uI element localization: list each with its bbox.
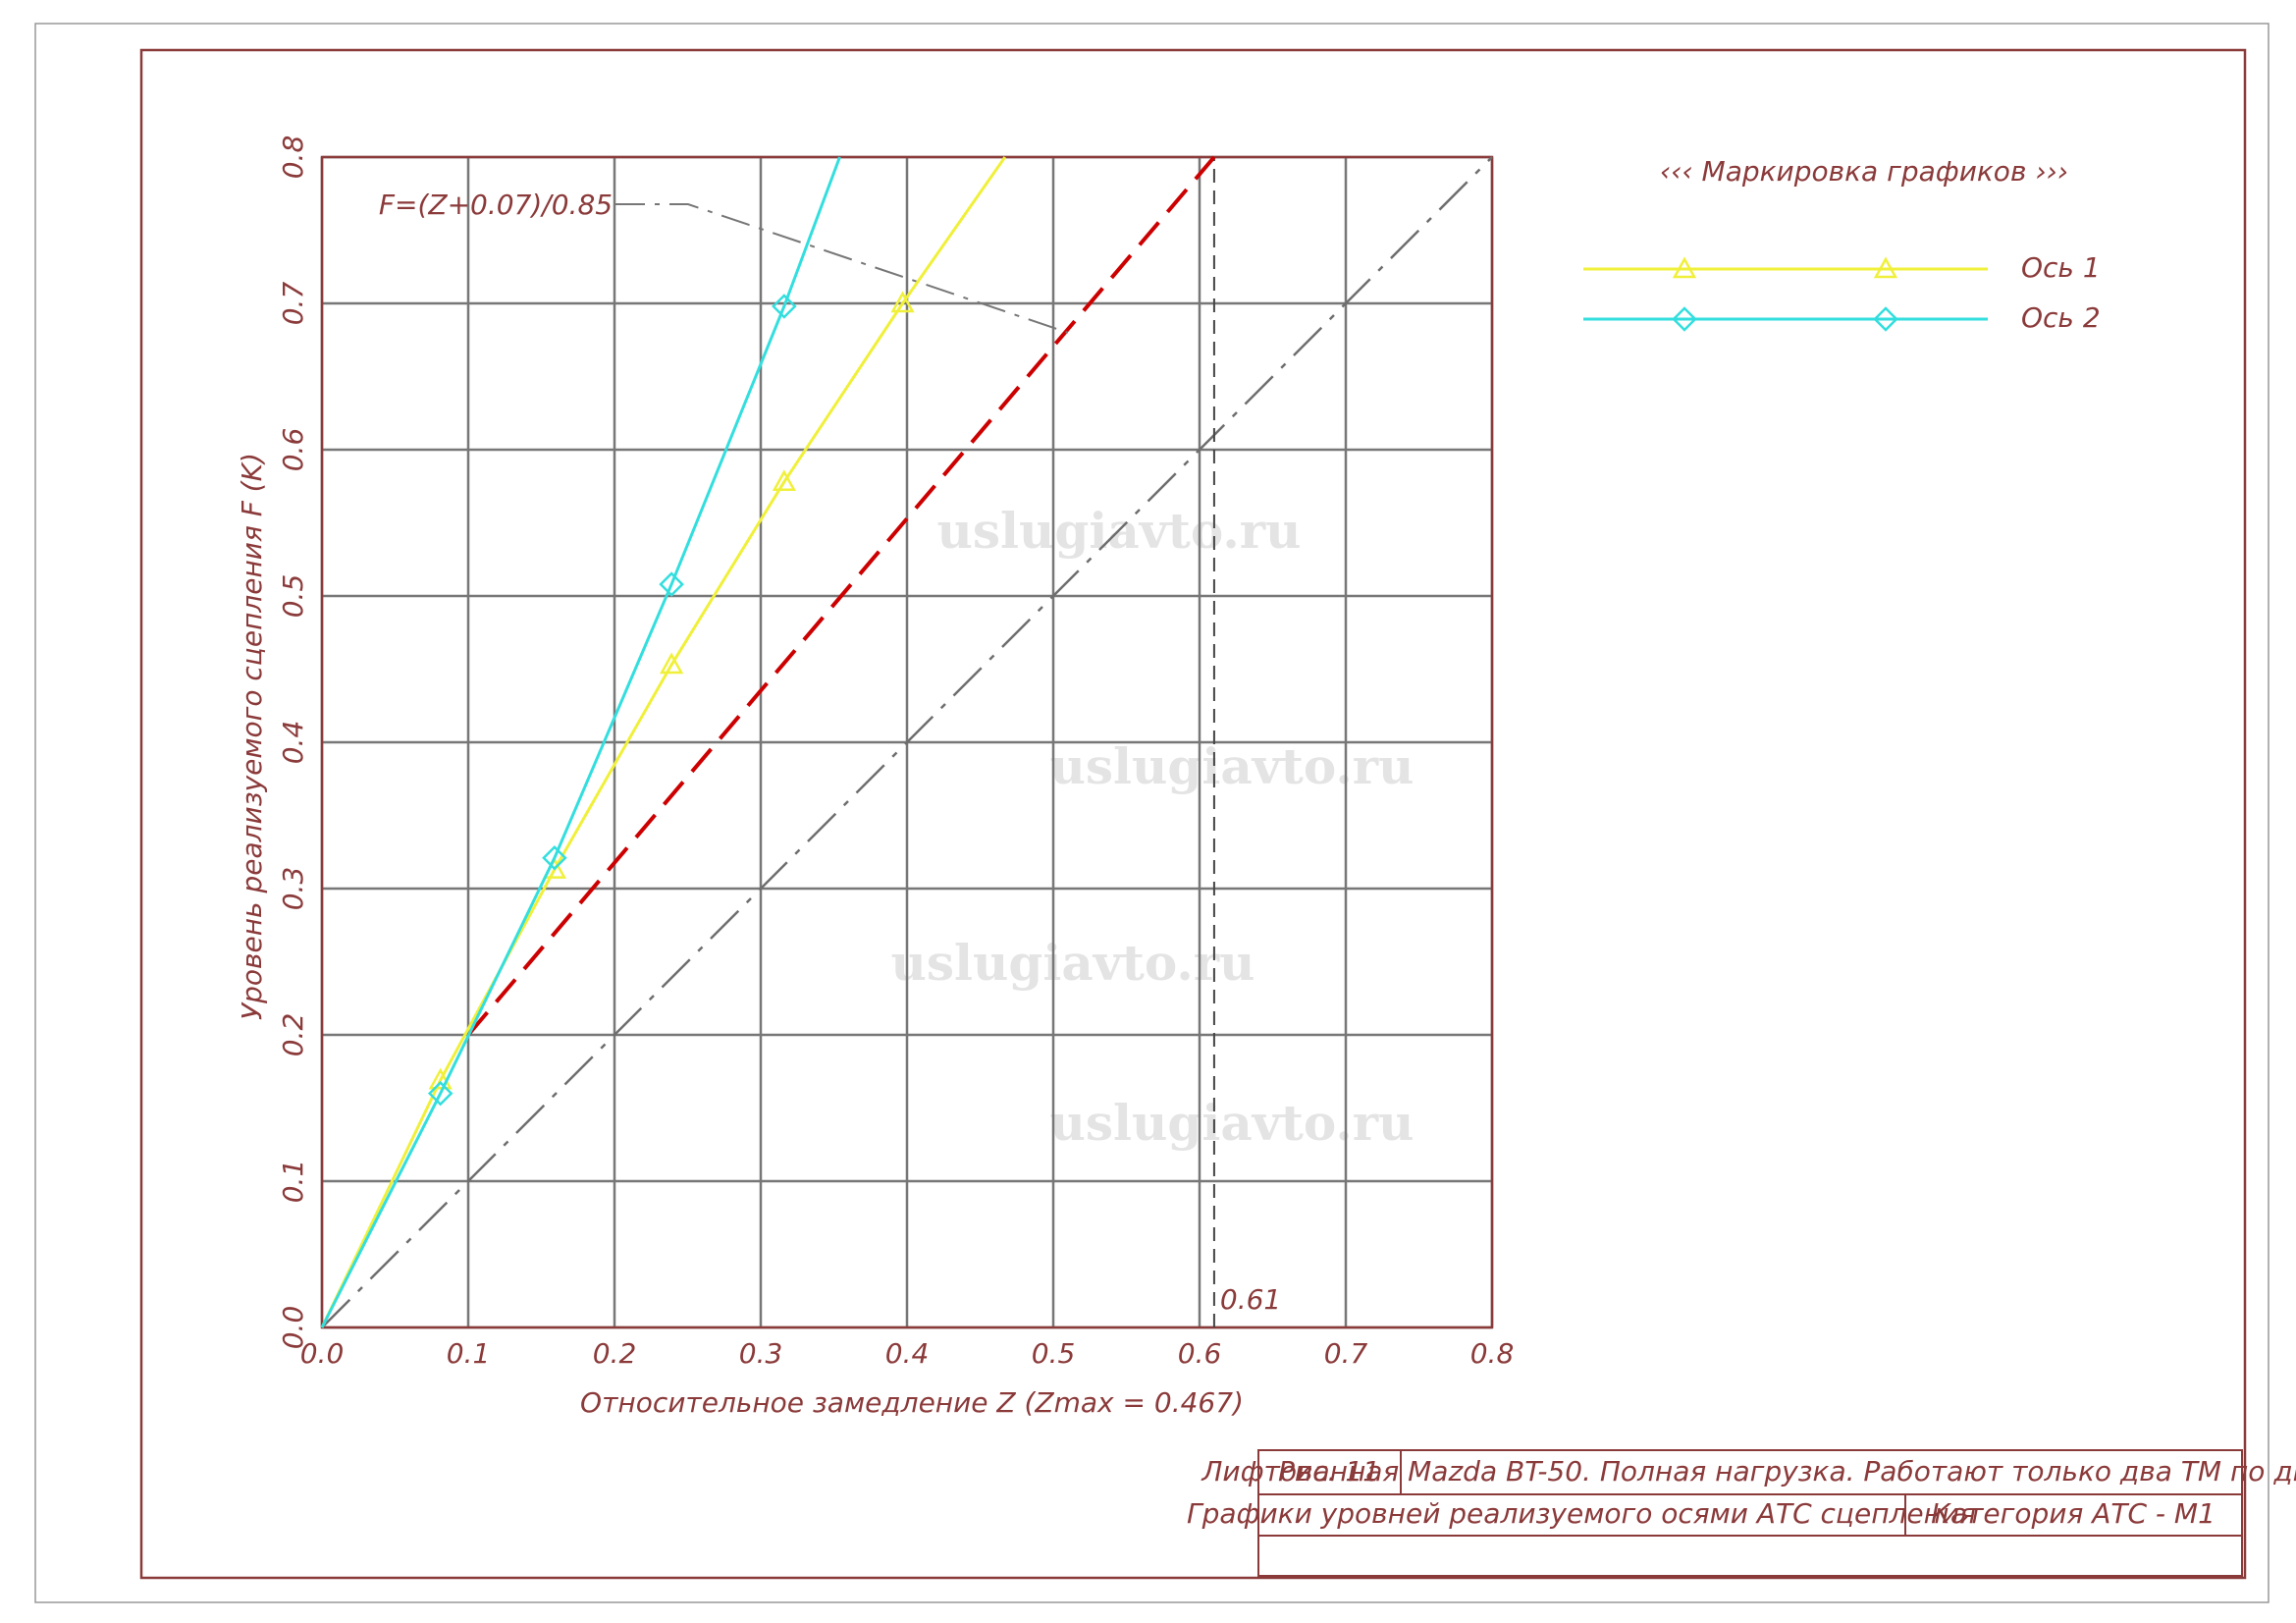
triangle-marker <box>428 1067 453 1090</box>
y-tick-label: 0.4 <box>277 721 309 765</box>
y-tick-label: 0.5 <box>277 574 309 619</box>
diamond-marker <box>772 294 797 319</box>
legend-label: Ось 2 <box>2021 301 2101 334</box>
y-tick-label: 0.1 <box>277 1160 309 1204</box>
figure-subtitle: Графики уровней реализуемого осями АТС с… <box>1187 1497 1976 1530</box>
x-tick-label: 0.7 <box>1324 1337 1368 1370</box>
formula-label: F=(Z+0.07)/0.85 <box>379 189 613 221</box>
y-tick-label: 0.0 <box>277 1306 309 1350</box>
legend-marker <box>1873 306 1898 332</box>
vehicle-category: Категория АТС - М1 <box>1931 1497 2216 1530</box>
x-tick-label: 0.5 <box>1032 1337 1076 1370</box>
x-axis-label: Относительное замедление Z (Zmax = 0.467… <box>580 1386 1244 1419</box>
watermark: uslugiavto.ru <box>1050 1094 1415 1152</box>
x-tick-label: 0.0 <box>300 1337 345 1370</box>
title-block-frame <box>1257 1449 2243 1577</box>
diamond-marker <box>427 1080 454 1107</box>
x-tick-label: 0.1 <box>447 1337 491 1370</box>
y-tick-label: 0.6 <box>277 428 309 472</box>
plot-frame <box>320 155 1494 1329</box>
title-block <box>1257 1449 2243 1577</box>
y-tick-label: 0.7 <box>277 282 309 326</box>
legend-marker <box>1672 306 1697 332</box>
x-tick-label: 0.3 <box>739 1337 783 1370</box>
zmax-label: 0.61 <box>1220 1283 1281 1316</box>
diamond-marker <box>659 571 684 597</box>
legend-label: Ось 1 <box>2021 251 2101 284</box>
series-line <box>320 156 841 1328</box>
inner-frame <box>139 48 2247 1580</box>
diagonal-line <box>321 156 1493 1328</box>
x-tick-label: 0.8 <box>1470 1337 1515 1370</box>
formula-leader <box>615 203 1069 334</box>
watermark: uslugiavto.ru <box>1050 737 1415 795</box>
formula-line <box>466 155 1216 1037</box>
outer-border <box>34 23 2269 1603</box>
watermark: uslugiavto.ru <box>891 934 1255 992</box>
y-tick-label: 0.2 <box>277 1013 309 1057</box>
triangle-marker <box>772 469 796 492</box>
legend-marker <box>1672 256 1697 279</box>
legend-marker <box>1873 256 1898 279</box>
x-tick-label: 0.2 <box>593 1337 637 1370</box>
legend-title: ‹‹‹ Маркировка графиков ››› <box>1660 155 2068 188</box>
x-tick-label: 0.4 <box>885 1337 930 1370</box>
diamond-marker <box>542 844 567 871</box>
y-axis-label: Уровень реализуемого сцепления F (K) <box>236 453 268 1020</box>
y-tick-label: 0.3 <box>277 867 309 911</box>
triangle-marker <box>890 291 915 313</box>
figure-caption: Лифтованная Mazda BT-50. Полная нагрузка… <box>1201 1455 2296 1488</box>
x-tick-label: 0.6 <box>1178 1337 1222 1370</box>
triangle-marker <box>659 652 684 675</box>
y-tick-label: 0.8 <box>277 135 309 180</box>
series-line <box>320 156 1007 1328</box>
figure-number: Рис. 11 <box>1278 1455 1380 1488</box>
